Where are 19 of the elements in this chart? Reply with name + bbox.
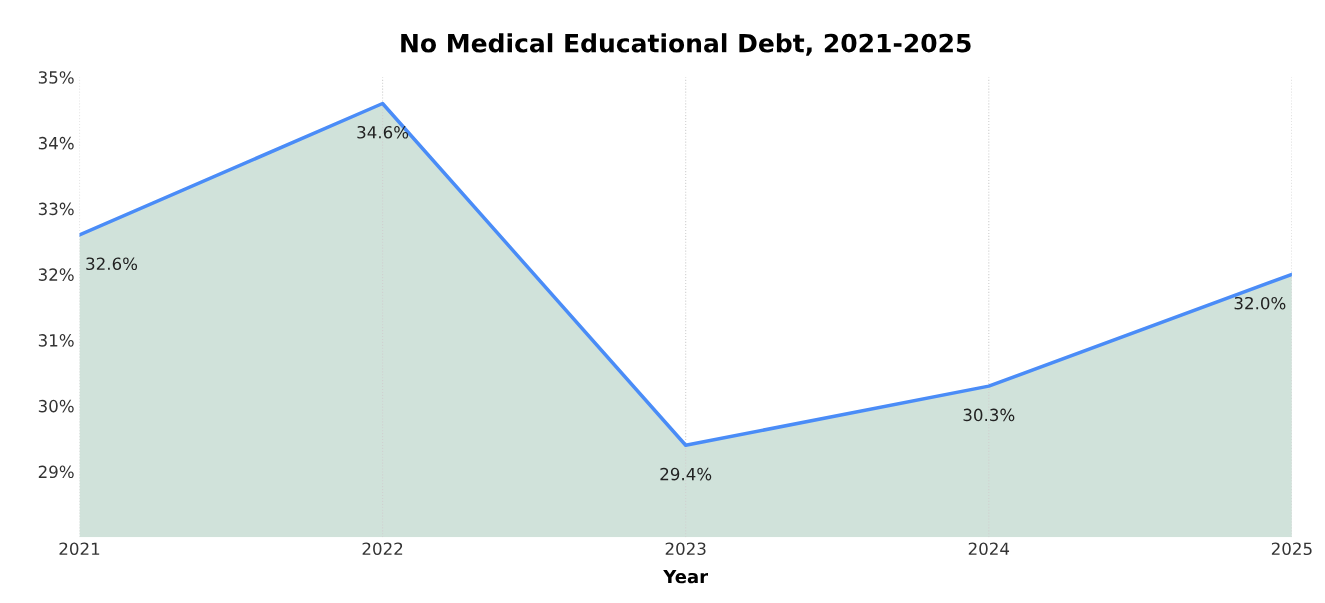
- x-tick-label: 2023: [665, 542, 706, 556]
- x-tick-label: 2021: [59, 542, 100, 556]
- y-tick-label: 33%: [38, 202, 74, 216]
- data-label: 32.0%: [1234, 296, 1286, 310]
- y-tick-label: 34%: [38, 136, 74, 150]
- x-tick-label: 2024: [968, 542, 1010, 556]
- data-label: 29.4%: [660, 467, 712, 481]
- y-tick-label: 31%: [38, 334, 74, 347]
- data-label: 32.6%: [86, 257, 138, 271]
- y-tick-label: 30%: [38, 399, 74, 413]
- chart-title: No Medical Educational Debt, 2021-2025: [401, 33, 971, 56]
- x-axis-title: Year: [663, 569, 709, 584]
- y-tick-label: 32%: [38, 268, 74, 281]
- x-tick-label: 2022: [362, 542, 403, 556]
- data-label: 34.6%: [357, 125, 409, 139]
- x-tick-label: 2025: [1271, 542, 1312, 556]
- y-tick-label: 35%: [38, 71, 74, 84]
- data-label: 30.3%: [963, 408, 1015, 422]
- y-tick-label: 29%: [38, 465, 74, 479]
